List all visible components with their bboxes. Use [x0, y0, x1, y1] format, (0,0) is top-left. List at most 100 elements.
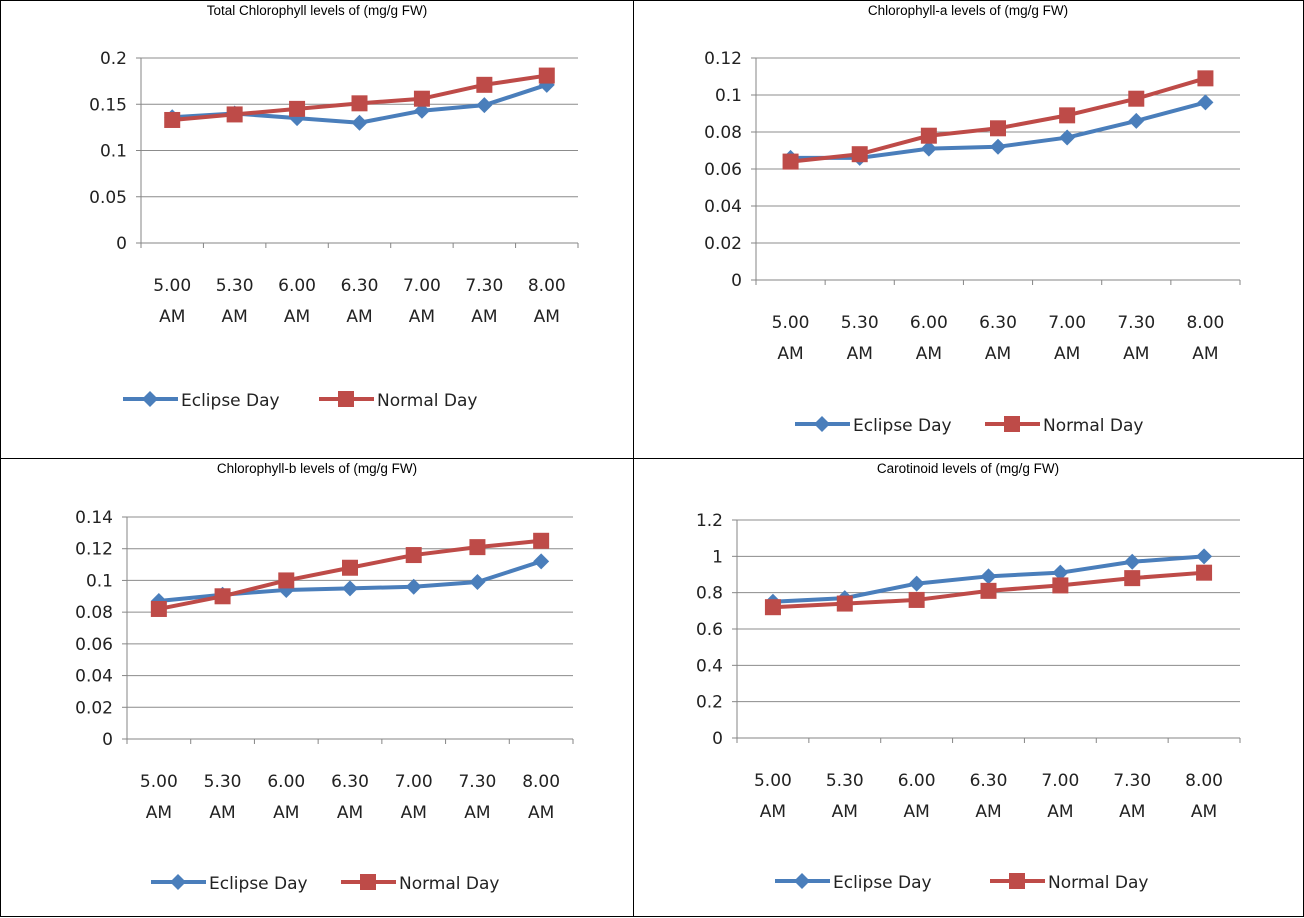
data-point — [289, 100, 306, 117]
legend-label: Normal Day — [1048, 873, 1148, 893]
data-point — [413, 102, 430, 119]
data-point — [1059, 129, 1076, 146]
legend-marker — [360, 874, 376, 890]
legend-marker — [142, 391, 158, 407]
x-tick-label: 8.00 AM — [1186, 313, 1224, 364]
y-tick-label: 0.06 — [704, 160, 742, 180]
data-point — [836, 595, 853, 612]
legend-label: Normal Day — [399, 874, 499, 894]
x-tick-label: 5.30 AM — [841, 313, 879, 364]
x-tick-label: 7.30 AM — [465, 276, 503, 327]
x-tick-label: 8.00 AM — [522, 772, 560, 823]
data-point — [342, 559, 358, 576]
data-point — [1196, 564, 1213, 581]
x-tick-label: 7.30 AM — [458, 772, 496, 823]
x-tick-label: 7.30 AM — [1113, 771, 1151, 822]
y-tick-label: 0.8 — [696, 584, 723, 604]
x-tick-label: 5.00 AM — [140, 772, 178, 823]
y-tick-label: 0.2 — [696, 693, 723, 713]
legend-label: Eclipse Day — [853, 416, 952, 436]
y-tick-label: 0.02 — [704, 234, 742, 254]
y-tick-label: 0.06 — [75, 635, 113, 655]
x-tick-label: 6.30 AM — [979, 313, 1017, 364]
legend-label: Eclipse Day — [181, 391, 280, 411]
chart-plot: 0 0.02 0.04 0.06 0.08 0.1 0.12 0.14 5.00 AM 5.30 AM… — [75, 508, 574, 894]
chart-title: Chlorophyll-b levels of (mg/g FW) — [216, 461, 418, 476]
x-tick-label: 5.00 AM — [153, 276, 191, 327]
data-point — [214, 588, 231, 605]
y-tick-label: 0 — [712, 729, 723, 749]
x-tick-label: 6.00 AM — [267, 772, 305, 823]
y-tick-label: 1 — [712, 547, 723, 567]
x-tick-label: 5.30 AM — [826, 771, 864, 822]
y-tick-label: 0.08 — [75, 603, 113, 623]
chart-panel-chlorophyll-a: Chlorophyll-a levels of (mg/g FW) 0 0.02 0… — [633, 0, 1304, 459]
data-point — [351, 95, 368, 112]
data-point — [764, 599, 781, 616]
legend-marker — [814, 416, 830, 432]
data-point — [164, 111, 181, 128]
data-point — [150, 600, 167, 617]
x-tick-label: 6.00 AM — [278, 276, 316, 327]
x-tick-label: 6.00 AM — [910, 313, 948, 364]
chart-panel-chlorophyll-b: Chlorophyll-b levels of (mg/g FW) 0 0.02 0… — [0, 458, 634, 917]
y-tick-label: 0.05 — [89, 188, 127, 208]
chart-plot: 0 0.2 0.4 0.6 0.8 1 1.2 5.00 AM 5.30 AM 6.00 AM 6.30 A… — [696, 511, 1241, 893]
chart-panel-total-chlorophyll: Total Chlorophyll levels of (mg/g FW) 0 0… — [0, 0, 634, 459]
data-point — [469, 539, 486, 556]
data-point — [278, 572, 295, 589]
data-point — [533, 532, 550, 549]
y-tick-label: 0.04 — [704, 197, 742, 217]
data-point — [1059, 107, 1076, 124]
x-tick-label: 6.30 AM — [331, 772, 369, 823]
x-tick-label: 6.30 AM — [970, 771, 1008, 822]
x-tick-label: 5.30 AM — [216, 276, 254, 327]
legend-marker — [794, 873, 810, 889]
y-tick-label: 0.4 — [696, 656, 723, 676]
x-tick-label: 6.30 AM — [341, 276, 379, 327]
data-point — [920, 140, 937, 157]
y-tick-label: 0.02 — [75, 698, 113, 718]
x-tick-label: 5.00 AM — [754, 771, 792, 822]
data-point — [1124, 570, 1141, 587]
x-tick-label: 7.00 AM — [1048, 313, 1086, 364]
legend-marker — [1009, 873, 1025, 889]
y-tick-label: 0.1 — [86, 571, 113, 591]
y-tick-label: 0 — [116, 234, 127, 254]
data-point — [1197, 94, 1214, 111]
x-tick-label: 7.00 AM — [395, 772, 433, 823]
y-tick-label: 0.08 — [704, 123, 742, 143]
chart-title: Total Chlorophyll levels of (mg/g FW) — [206, 3, 428, 18]
legend-label: Normal Day — [377, 391, 477, 411]
y-tick-label: 0.14 — [75, 508, 113, 528]
data-point — [533, 553, 550, 570]
chart-title: Carotinoid levels of (mg/g FW) — [876, 461, 1060, 476]
legend-label: Eclipse Day — [833, 873, 932, 893]
legend-marker — [338, 391, 354, 407]
y-tick-label: 0.1 — [715, 86, 742, 106]
legend-label: Normal Day — [1043, 416, 1143, 436]
y-tick-label: 0.04 — [75, 667, 113, 687]
x-tick-label: 7.00 AM — [1041, 771, 1079, 822]
legend-label: Eclipse Day — [209, 874, 308, 894]
data-point — [908, 591, 925, 608]
data-point — [538, 67, 555, 84]
y-tick-label: 0 — [102, 730, 113, 750]
data-point — [920, 127, 937, 144]
data-point — [1128, 90, 1145, 107]
y-tick-label: 0.6 — [696, 620, 723, 640]
data-point — [1052, 577, 1069, 594]
y-tick-label: 0.15 — [89, 95, 127, 115]
data-point — [1124, 553, 1141, 570]
chart-plot: 0 0.02 0.04 0.06 0.08 0.1 0.12 5.00 AM 5.30 AM 6.00… — [704, 49, 1241, 436]
x-tick-label: 7.00 AM — [403, 276, 441, 327]
y-tick-label: 0 — [731, 271, 742, 291]
data-point — [351, 114, 368, 131]
data-point — [342, 580, 358, 597]
data-point — [413, 90, 430, 107]
x-tick-label: 6.00 AM — [898, 771, 936, 822]
data-point — [1196, 548, 1213, 565]
data-point — [1052, 564, 1069, 581]
data-point — [851, 146, 868, 163]
